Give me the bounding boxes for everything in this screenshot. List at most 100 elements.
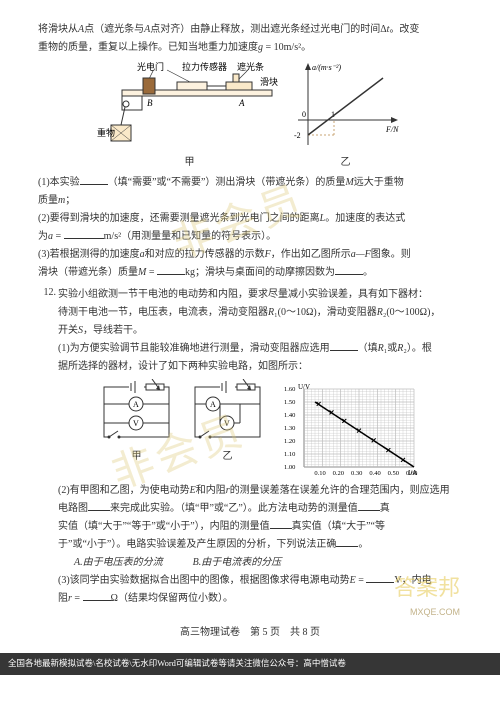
q3: (3)若根据测得的加速度a和对应的拉力传感器的示数F，作出如乙图所示a—F图象。… bbox=[38, 247, 462, 263]
q12-p2: (2)有甲图和乙图，为使电动势E和内阻r的测量误差落在误差允许的合理范围内，则应… bbox=[58, 483, 462, 499]
label-light-gate: 光电门 bbox=[137, 61, 164, 72]
exam-page: 非会员 非会员 答案邦 MXQE.COM 将滑块从A点（遮光条与A点对齐）由静止… bbox=[0, 0, 500, 653]
t: 为 bbox=[38, 231, 48, 242]
q12-number: 12. bbox=[38, 285, 56, 609]
cap-yi-2: 乙 bbox=[223, 449, 233, 465]
t: 或 bbox=[387, 343, 397, 354]
label-shade: 遮光条 bbox=[237, 61, 264, 72]
svg-text:A: A bbox=[210, 400, 216, 409]
t: 阻 bbox=[58, 593, 68, 604]
t: = bbox=[146, 267, 157, 278]
t: = bbox=[72, 593, 83, 604]
ytick: -2 bbox=[294, 131, 301, 140]
t: （填“需要”或“不需要”）测出滑块（带遮光条）的质量 bbox=[108, 177, 346, 188]
t: ，导线若干。 bbox=[83, 325, 143, 336]
q12-l3: 开关S，导线若干。 bbox=[58, 323, 462, 339]
svg-text:0.20: 0.20 bbox=[333, 470, 344, 477]
svg-text:1.20: 1.20 bbox=[284, 438, 295, 445]
brand-watermark: 答案邦 bbox=[394, 570, 460, 605]
q12-l1: 实验小组欲测一节干电池的电动势和内阻，要求尽量减小实验误差，具有如下器材： bbox=[58, 287, 462, 303]
q12-body: 实验小组欲测一节干电池的电动势和内阻，要求尽量减小实验误差，具有如下器材： 待测… bbox=[58, 285, 462, 609]
question-12: 12. 实验小组欲测一节干电池的电动势和内阻，要求尽量减小实验误差，具有如下器材… bbox=[38, 285, 462, 609]
t: 重物的质量，重复以上操作。已知当地重力加速度 bbox=[38, 42, 258, 53]
t: kg；滑块与桌面间的动摩擦因数为 bbox=[185, 267, 335, 278]
circuit-jia: A V 甲 bbox=[94, 379, 179, 479]
t: 和对应的拉力传感器的示数 bbox=[145, 249, 265, 260]
t: = bbox=[356, 575, 367, 586]
optA: A.由于电压表的分流 bbox=[74, 557, 163, 568]
uv-chart: 1.001.101.201.301.401.501.600.100.200.30… bbox=[276, 379, 426, 479]
t: 电路图 bbox=[58, 503, 88, 514]
intro-line-1: 将滑块从A点（遮光条与A点对齐）由静止释放，测出遮光条经过光电门的时间Δt。改变 bbox=[38, 22, 462, 38]
t: 图象。则 bbox=[371, 249, 411, 260]
label-block: 滑块 bbox=[260, 76, 278, 87]
svg-text:I/A: I/A bbox=[408, 469, 417, 477]
label-A: A bbox=[238, 98, 245, 108]
t: （填 bbox=[358, 343, 378, 354]
t: = 10m/s²。 bbox=[263, 42, 311, 53]
q12-l2: 待测干电池一节，电压表，电流表，滑动变阻器R₁(0～10Ω)，滑动变阻器R₂(0… bbox=[58, 305, 462, 321]
page-footer: 高三物理试卷 第 5 页 共 8 页 bbox=[38, 625, 462, 641]
t: (0～100Ω)， bbox=[386, 307, 440, 318]
svg-text:0.30: 0.30 bbox=[351, 470, 362, 477]
q3b: 滑块（带遮光条）质量M = kg；滑块与桌面间的动摩擦因数为。 bbox=[38, 265, 462, 281]
t: (0～10Ω)，滑动变阻器 bbox=[278, 307, 377, 318]
brand-url: MXQE.COM bbox=[410, 605, 460, 619]
q2b: 为a = m/s²（用测量量和已知量的符号表示）。 bbox=[38, 229, 462, 245]
t: (3)若根据测得的加速度 bbox=[38, 249, 140, 260]
t: 滑块（带遮光条）质量 bbox=[38, 267, 138, 278]
svg-text:U/V: U/V bbox=[298, 383, 310, 391]
svg-text:0.40: 0.40 bbox=[369, 470, 380, 477]
t: 待测干电池一节，电压表，电流表，滑动变阻器 bbox=[58, 307, 268, 318]
label-force: 拉力传感器 bbox=[182, 61, 227, 72]
t: 和内阻 bbox=[196, 485, 226, 496]
apparatus-figure: 光电门 拉力传感器 遮光条 滑块 B A bbox=[97, 60, 282, 171]
t: 点对齐）由静止释放，测出遮光条经过光电门的时间Δ bbox=[150, 24, 386, 35]
q2: (2)要得到滑块的加速度，还需要测量遮光条到光电门之间的距离L。加速度的表达式 bbox=[38, 211, 462, 227]
figure-row-2: A V 甲 bbox=[58, 379, 462, 479]
svg-text:V: V bbox=[224, 419, 230, 428]
t: m/s²（用测量量和已知量的符号表示）。 bbox=[104, 231, 276, 242]
optB: B.由于电流表的分压 bbox=[193, 557, 282, 568]
t: ，作出如乙图所示 bbox=[271, 249, 351, 260]
svg-text:1.40: 1.40 bbox=[284, 412, 295, 419]
intro-line-2: 重物的质量，重复以上操作。已知当地重力加速度g = 10m/s²。 bbox=[38, 40, 462, 56]
t: (1)本实验 bbox=[38, 177, 80, 188]
t: 的测量误差落在误差允许的合理范围内，则应选用 bbox=[230, 485, 450, 496]
t: 真 bbox=[380, 503, 390, 514]
t: 真实值（填“大于”“等 bbox=[292, 521, 385, 532]
t: Ω（结果均保留两位小数）。 bbox=[111, 593, 233, 604]
t: = bbox=[53, 231, 64, 242]
t: (3)该同学由实验数据拟合出图中的图像，根据图像求得电源电动势 bbox=[58, 575, 350, 586]
t: 将滑块从 bbox=[38, 24, 78, 35]
svg-text:A: A bbox=[133, 400, 139, 409]
figure-row-1: 光电门 拉力传感器 遮光条 滑块 B A bbox=[38, 60, 462, 171]
bottom-bar: 全国各地最新模拟试卷\名校试卷\无水印Word可编辑试卷等请关注微信公众号：高中… bbox=[0, 653, 500, 675]
svg-text:1.30: 1.30 bbox=[284, 425, 295, 432]
t: 。改变 bbox=[389, 24, 419, 35]
q12-options: A.由于电压表的分流 B.由于电流表的分压 bbox=[74, 555, 462, 571]
t: 开关 bbox=[58, 325, 78, 336]
svg-text:1.60: 1.60 bbox=[284, 386, 295, 393]
yaxis-label: a/(m·s⁻²) bbox=[312, 63, 341, 72]
t: 来完成此实验。（填“甲”或“乙”）。此方法电动势的测量值 bbox=[110, 503, 358, 514]
svg-text:1.10: 1.10 bbox=[284, 451, 295, 458]
circuit-yi: A V bbox=[185, 379, 270, 479]
caption-yi: 乙 bbox=[341, 155, 351, 171]
t: 实值（填“大于”“等于”或“小于”），内阻的测量值 bbox=[58, 521, 270, 532]
q12-p2d: 于”或“小于”）。电路实验误差及产生原因的分析，下列说法正确。 bbox=[58, 537, 462, 553]
label-weight: 重物 bbox=[97, 127, 115, 138]
xaxis-label: F/N bbox=[385, 125, 399, 134]
t: 质量 bbox=[38, 195, 58, 206]
origin: 0 bbox=[302, 110, 306, 119]
q12-p2c: 实值（填“大于”“等于”或“小于”），内阻的测量值 真实值（填“大于”“等 bbox=[58, 519, 462, 535]
t: 点（遮光条与 bbox=[84, 24, 144, 35]
t: ）。根 bbox=[407, 343, 432, 354]
q12-p1: (1)为方便实验调节且能较准确地进行测量，滑动变阻器应选用（填R₁或R₂）。根 bbox=[58, 341, 462, 357]
svg-text:0.10: 0.10 bbox=[314, 470, 325, 477]
q1b: 质量m； bbox=[38, 193, 462, 209]
q12-p2b: 电路图 来完成此实验。（填“甲”或“乙”）。此方法电动势的测量值 真 bbox=[58, 501, 462, 517]
t: 。加速度的表达式 bbox=[325, 213, 405, 224]
svg-text:0.50: 0.50 bbox=[388, 470, 399, 477]
label-B: B bbox=[147, 98, 153, 108]
